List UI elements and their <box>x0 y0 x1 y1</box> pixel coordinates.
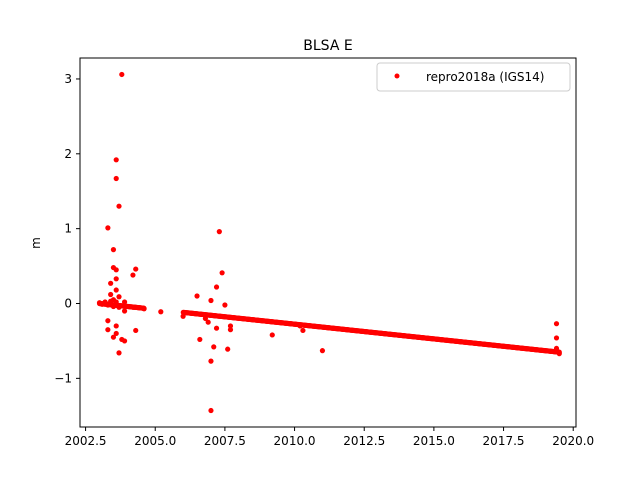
data-point <box>119 71 125 78</box>
data-point <box>110 303 117 310</box>
x-tick-label: 2012.5 <box>343 434 385 448</box>
points-layer <box>96 71 562 414</box>
data-point <box>269 332 275 338</box>
x-tick-label: 2005.0 <box>134 434 176 448</box>
data-point <box>110 297 117 303</box>
data-point <box>300 327 306 334</box>
axes-layer: 2002.5 2005.0 2007.5 2010.0 2012.5 2015.0 2017… <box>54 57 594 448</box>
data-point <box>553 321 560 327</box>
data-point <box>113 276 119 282</box>
data-point <box>110 334 117 340</box>
data-point <box>121 299 128 305</box>
data-point <box>113 267 119 273</box>
data-point <box>211 344 217 350</box>
data-point <box>194 293 200 299</box>
data-point <box>219 270 225 276</box>
x-tick-label: 2015.0 <box>413 434 455 448</box>
data-point <box>121 308 128 314</box>
data-point <box>225 346 231 352</box>
data-point <box>113 175 119 182</box>
data-point <box>213 325 220 331</box>
data-point <box>213 284 220 290</box>
x-tick-label: 2020.0 <box>552 434 594 448</box>
x-tick-label: 2010.0 <box>274 434 316 448</box>
data-point <box>130 304 136 310</box>
data-point <box>113 157 119 163</box>
legend-marker <box>394 73 400 79</box>
data-point <box>133 266 139 272</box>
y-tick-label: 3 <box>64 72 72 86</box>
x-tick-label: 2002.5 <box>65 434 107 448</box>
y-tick-label: 2 <box>64 147 72 161</box>
data-point <box>108 291 114 298</box>
data-point <box>105 225 111 231</box>
data-point <box>116 304 122 310</box>
data-point <box>116 294 122 300</box>
data-point <box>202 315 208 322</box>
y-tick-label: 1 <box>64 222 72 236</box>
data-point <box>108 280 114 286</box>
data-point <box>141 306 147 312</box>
data-point <box>197 336 203 343</box>
plot-area <box>96 71 562 414</box>
data-point <box>216 229 222 235</box>
x-tick-label: 2007.5 <box>204 434 246 448</box>
data-point <box>319 348 326 354</box>
data-point <box>297 323 303 329</box>
data-point <box>110 247 117 253</box>
data-point <box>227 323 234 329</box>
data-point <box>113 287 119 293</box>
data-point <box>227 327 234 333</box>
data-point <box>116 203 122 209</box>
data-point <box>105 327 111 333</box>
y-tick-label: −1 <box>54 371 72 385</box>
y-axis-label: m <box>29 237 43 249</box>
plot-frame <box>79 57 577 428</box>
data-point <box>105 318 111 324</box>
data-point <box>130 272 136 278</box>
data-point <box>113 330 119 337</box>
data-point <box>222 302 228 308</box>
data-point <box>208 297 214 304</box>
data-point <box>180 313 186 319</box>
data-point <box>116 350 122 356</box>
data-point <box>158 309 164 315</box>
legend-label: repro2018a (IGS14) <box>426 70 544 84</box>
y-tick-label: 0 <box>64 297 72 311</box>
data-point <box>133 327 139 334</box>
data-point <box>113 323 119 329</box>
x-tick-label: 2017.5 <box>483 434 525 448</box>
legend: repro2018a (IGS14) <box>376 62 571 92</box>
data-point <box>553 335 560 341</box>
chart-title: BLSA E <box>303 38 352 54</box>
data-point <box>121 338 128 344</box>
data-point <box>205 319 211 325</box>
legend-frame <box>376 62 571 92</box>
data-point <box>553 348 560 354</box>
data-point <box>208 358 214 364</box>
data-point <box>208 407 214 414</box>
data-point <box>105 302 111 308</box>
